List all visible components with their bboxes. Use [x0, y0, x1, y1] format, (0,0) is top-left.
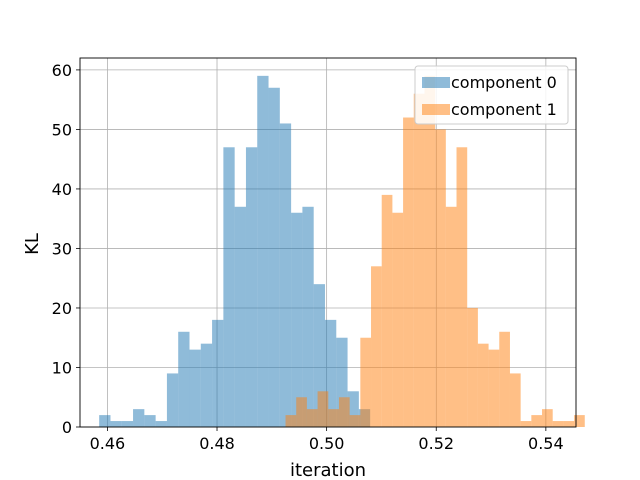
histogram-bar: [403, 117, 414, 428]
histogram-bar: [371, 266, 382, 427]
histogram-bar: [200, 343, 213, 427]
histogram-bar: [166, 373, 179, 427]
histogram-bar: [349, 415, 361, 427]
legend: component 0 component 1: [414, 65, 569, 125]
histogram-bar: [520, 421, 532, 427]
x-axis-ticks: 0.46 0.48 0.50 0.52 0.54: [90, 427, 564, 453]
histogram-bar: [381, 194, 393, 427]
histogram-bar: [509, 373, 521, 427]
histogram-bar: [336, 337, 348, 427]
histogram-bar: [552, 421, 564, 427]
histogram-bar: [121, 421, 134, 427]
histogram-bar: [424, 75, 436, 428]
legend-label: component 1: [451, 100, 557, 119]
histogram-bar: [542, 409, 553, 427]
y-tick-label: 40: [52, 180, 72, 199]
histogram-bar: [445, 206, 457, 427]
legend-swatch: [422, 104, 450, 115]
histogram-bar: [133, 409, 145, 427]
histogram-bar: [347, 391, 359, 427]
histogram-bar: [531, 415, 543, 427]
histogram-bar: [178, 331, 190, 427]
histogram-bar: [302, 206, 314, 427]
x-tick-label: 0.50: [309, 434, 345, 453]
histogram-bar: [291, 212, 303, 427]
legend-swatch: [422, 77, 450, 88]
histogram-bar: [189, 349, 201, 427]
histogram-bar: [285, 415, 297, 427]
histogram-bar: [296, 397, 307, 427]
y-axis-label: KL: [22, 233, 43, 255]
legend-label: component 0: [451, 73, 557, 92]
histogram-bar: [328, 409, 339, 427]
histogram-bar: [563, 421, 575, 427]
histogram-bar: [306, 409, 318, 427]
histogram-bar: [245, 147, 258, 427]
histogram-bar: [223, 147, 235, 427]
histogram-bar: [338, 397, 350, 427]
histogram-bar: [488, 349, 500, 427]
histogram-bar: [360, 337, 372, 427]
plot-frame: [79, 57, 577, 428]
histogram-bar: [144, 415, 156, 427]
x-tick-label: 0.46: [90, 434, 126, 453]
x-tick-label: 0.48: [199, 434, 235, 453]
histogram-bar: [212, 319, 224, 427]
histogram-bar: [413, 93, 425, 427]
x-tick-label: 0.52: [418, 434, 454, 453]
x-tick-label: 0.54: [528, 434, 564, 453]
histogram-bar: [279, 123, 292, 427]
y-tick-label: 60: [52, 61, 72, 80]
histogram-bar: [477, 343, 489, 427]
histogram-bar: [99, 415, 111, 427]
histogram-bar: [257, 75, 269, 428]
legend-box: [414, 65, 569, 125]
histogram-bar: [499, 331, 510, 427]
histogram-bar: [467, 307, 478, 427]
y-tick-label: 20: [52, 299, 72, 318]
histogram-bar: [456, 147, 468, 427]
histogram-bar: [392, 212, 404, 427]
grid-lines: [80, 58, 576, 428]
histogram-bar: [317, 391, 329, 427]
series-1-bars: [285, 75, 585, 428]
histogram-bar: [110, 421, 122, 427]
histogram-bar: [435, 129, 446, 427]
histogram-bar: [324, 319, 337, 427]
y-tick-label: 10: [52, 358, 72, 377]
histogram-bar: [574, 415, 585, 427]
y-tick-label: 30: [52, 239, 72, 258]
y-axis-ticks: 0 10 20 30 40 50 60: [52, 61, 80, 437]
histogram-bars: [99, 75, 585, 428]
y-tick-label: 50: [52, 120, 72, 139]
y-tick-label: 0: [62, 418, 72, 437]
histogram-bar: [268, 87, 280, 428]
histogram-bar: [234, 206, 246, 427]
histogram-bar: [313, 284, 325, 427]
x-axis-label: iteration: [290, 460, 366, 480]
histogram-bar: [155, 421, 167, 427]
